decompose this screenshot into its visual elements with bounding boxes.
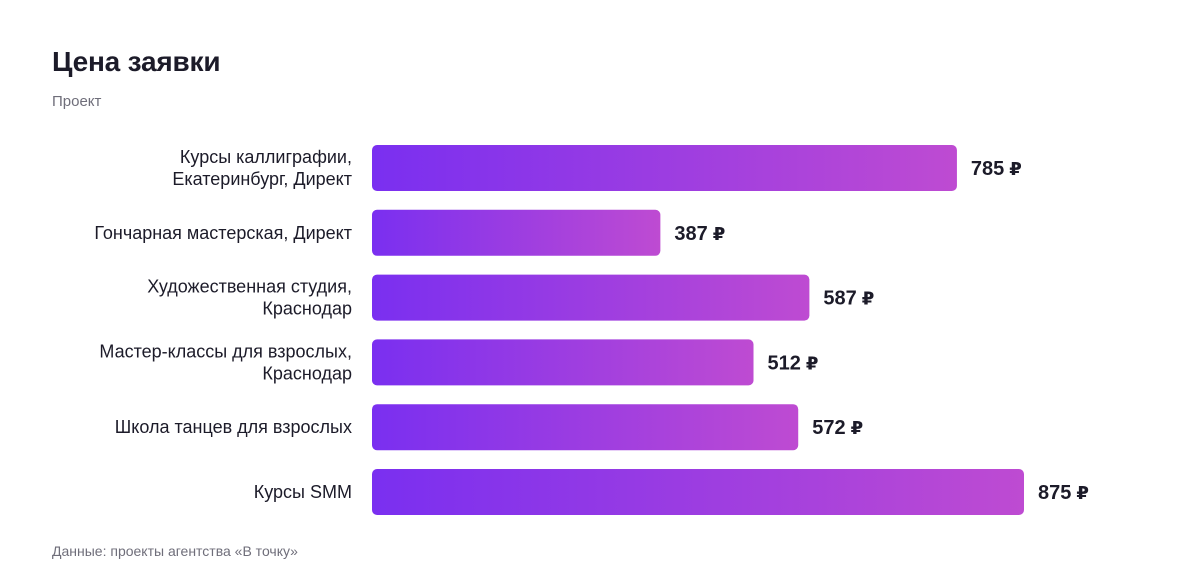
data-source-note: Данные: проекты агентства «В точку» (52, 543, 298, 559)
value-label: 587 ₽ (823, 288, 874, 310)
value-label: 785 ₽ (971, 158, 1022, 180)
bar-row: Курсы каллиграфии,Екатеринбург, Директ 78… (172, 145, 1022, 191)
chart-subtitle: Проект (52, 93, 102, 110)
bar-row: Школа танцев для взрослых 572 ₽ (115, 404, 863, 451)
category-label: Краснодар (262, 363, 352, 383)
bar-row: Курсы SMM 875 ₽ (254, 469, 1089, 515)
bar (372, 274, 810, 321)
bar-row: Художественная студия,Краснодар 587 ₽ (147, 274, 874, 321)
value-label: 875 ₽ (1038, 482, 1089, 504)
bar (372, 145, 957, 191)
category-label: Школа танцев для взрослых (115, 417, 352, 437)
category-label: Курсы SMM (254, 482, 352, 502)
category-label: Курсы каллиграфии, (180, 147, 352, 167)
bar-row: Мастер-классы для взрослых,Краснодар 512 ₽ (99, 339, 819, 386)
value-label: 572 ₽ (812, 417, 863, 439)
value-label: 387 ₽ (674, 223, 725, 245)
category-label: Екатеринбург, Директ (172, 169, 352, 189)
category-label: Мастер-классы для взрослых, (99, 341, 352, 361)
bar (372, 339, 754, 386)
bar (372, 469, 1024, 515)
category-label: Художественная студия, (147, 277, 352, 297)
category-label: Краснодар (262, 299, 352, 319)
bar-row: Гончарная мастерская, Директ 387 ₽ (94, 209, 725, 256)
category-label: Гончарная мастерская, Директ (94, 223, 352, 243)
chart-title: Цена заявки (52, 46, 221, 77)
value-label: 512 ₽ (768, 352, 819, 374)
bar (372, 404, 799, 451)
bar (372, 209, 661, 256)
bars-layer: Курсы каллиграфии,Екатеринбург, Директ 78… (94, 145, 1089, 515)
